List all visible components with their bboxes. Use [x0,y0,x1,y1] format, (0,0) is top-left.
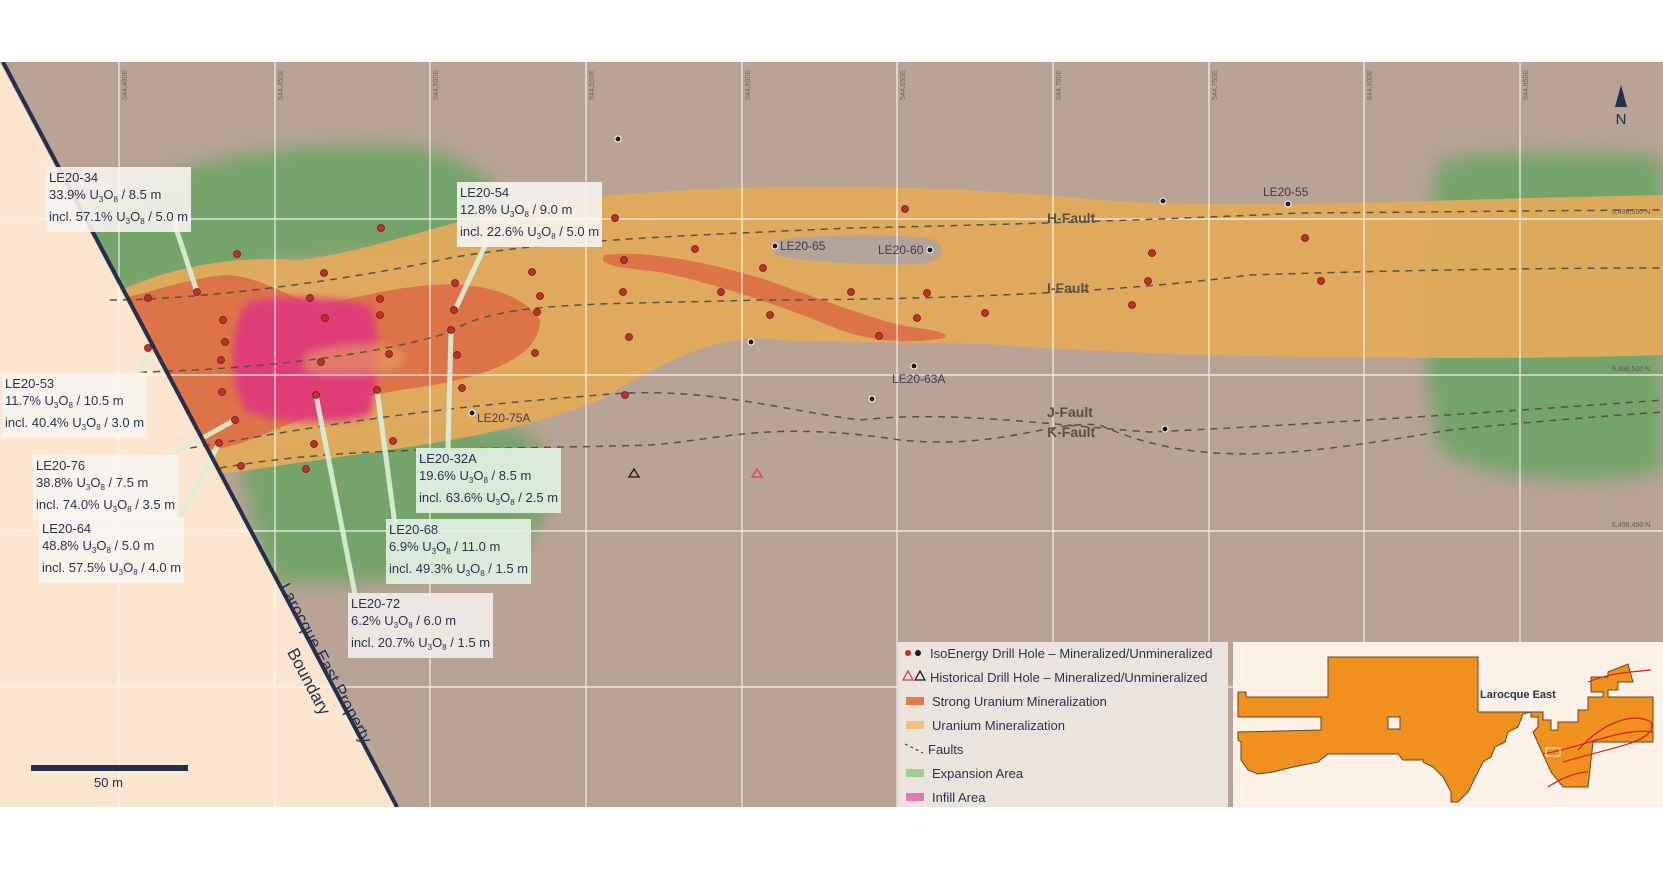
legend-item-expansion-area: Expansion Area [898,762,1023,784]
northing-label: 6,496,450 N [1612,522,1651,529]
triangle-icon [901,669,927,685]
hole-label: LE20-65 [780,239,826,253]
legend-item-uranium-mineralization: Uranium Mineralization [898,714,1065,736]
fault-label-k: K-Fault [1047,424,1096,440]
intercept-label-le20-68: LE20-68 6.9% U3O8 / 11.0 m incl. 49.3% U… [386,519,532,584]
intercept-label-le20-32a: LE20-32A 19.6% U3O8 / 8.5 m incl. 63.6% … [416,448,562,513]
legend: IsoEnergy Drill Hole – Mineralized/Unmin… [898,642,1228,807]
intercept-label-le20-34: LE20-34 33.9% U3O8 / 8.5 m incl. 57.1% U… [46,167,192,232]
inset-label: Larocque East [1480,689,1556,701]
scale-bar-label: 50 m [94,775,123,790]
fault-label-i: I-Fault [1047,280,1089,296]
map-canvas [0,62,1663,807]
north-label: N [1615,111,1627,128]
fault-label-j: J-Fault [1047,404,1093,420]
easting-label: 544,650E [900,70,907,100]
legend-item-infill-area: Infill Area [898,786,985,808]
hole-label: LE20-55 [1263,185,1309,199]
legend-item-faults: Faults [898,738,963,760]
historical-hole-unmineralized [627,467,641,478]
strong-mineralization-band [602,253,946,342]
easting-label: 544,550E [589,70,596,100]
intercept-label-le20-64: LE20-64 48.8% U3O8 / 5.0 m incl. 57.5% U… [39,518,185,583]
scale-bar [31,765,188,771]
intercept-label-le20-72: LE20-72 6.2% U3O8 / 6.0 m incl. 20.7% U3… [348,593,494,658]
unmineralized-pocket [770,235,943,265]
northing-label: 6,496,500 N [1612,366,1651,373]
swatch-icon [906,721,924,729]
unmineralized-drill-holes [468,135,1292,433]
easting-label: 544,700E [1056,70,1063,100]
north-arrow-icon [1615,85,1627,107]
easting-label: 544,850E [1523,70,1530,100]
intercept-label-le20-54: LE20-54 12.8% U3O8 / 9.0 m incl. 22.6% U… [457,182,603,247]
swatch-icon [906,793,924,801]
swatch-icon [906,769,924,777]
easting-label: 544,500E [433,70,440,100]
north-arrow: N [1612,85,1630,128]
dashed-line-icon [904,742,924,757]
legend-item-strong-mineralization: Strong Uranium Mineralization [898,690,1107,712]
easting-label: 544,800E [1367,70,1374,100]
easting-label: 544,400E [122,70,129,100]
hole-label: LE20-60 [878,243,924,257]
easting-label: 544,600E [745,70,752,100]
easting-label: 544,750E [1212,70,1219,100]
hole-label: LE20-75A [477,411,531,425]
intercept-label-le20-53: LE20-53 11.7% U3O8 / 10.5 m incl. 40.4% … [2,373,148,438]
drill-hole-dots-icon [904,646,924,661]
legend-item-isoenergy-hole: IsoEnergy Drill Hole – Mineralized/Unmin… [898,642,1213,664]
swatch-icon [906,697,924,705]
infill-area [232,297,404,422]
historical-hole-mineralized [750,467,764,478]
legend-item-historical-hole: Historical Drill Hole – Mineralized/Unmi… [898,666,1207,688]
northing-label: 6,496,550 N [1612,209,1651,216]
intercept-label-le20-76: LE20-76 38.8% U3O8 / 7.5 m incl. 74.0% U… [33,455,179,520]
fault-lines [109,209,1663,469]
easting-label: 544,450E [278,70,285,100]
fault-label-h: H-Fault [1047,210,1096,226]
hole-label: LE20-63A [892,372,946,386]
property-outline-icon [1237,656,1654,803]
mineralized-drill-holes [144,205,1325,473]
inset-map: Larocque East [1233,642,1663,807]
